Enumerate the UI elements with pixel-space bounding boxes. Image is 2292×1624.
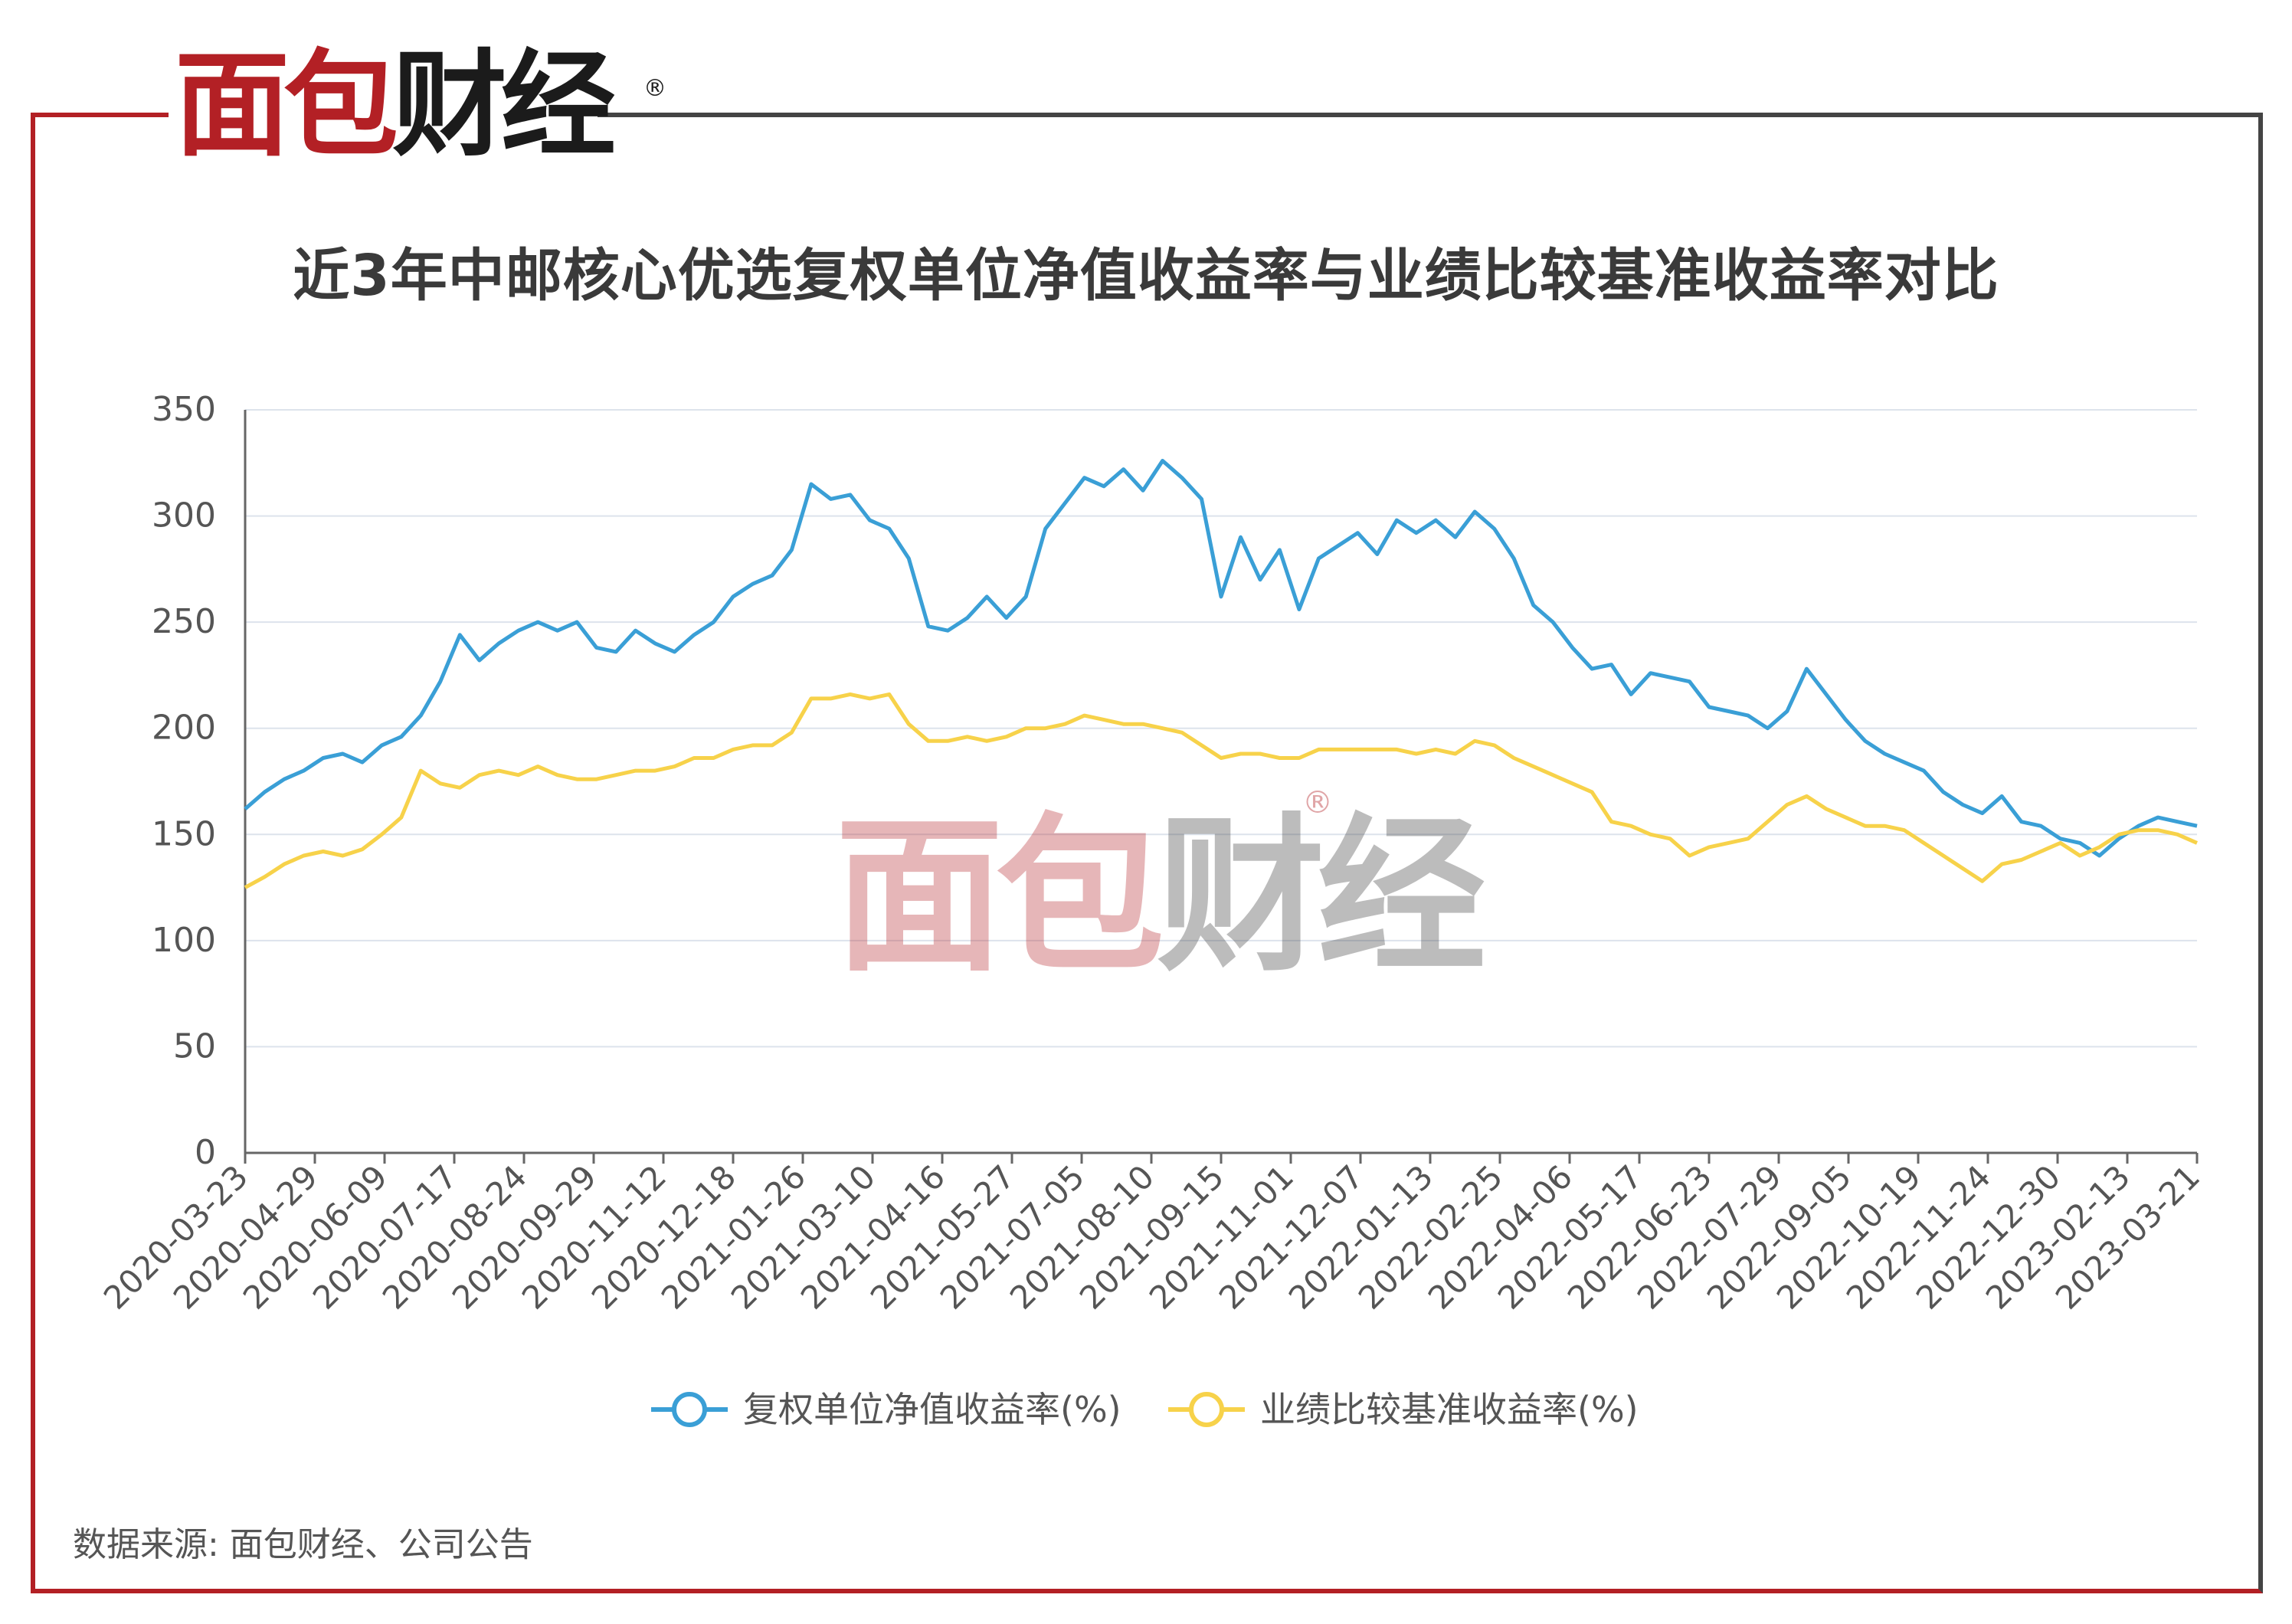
registered-mark: ®	[643, 75, 666, 102]
content-frame	[31, 115, 2263, 1593]
legend-label: 复权单位净值收益率(%)	[743, 1389, 1121, 1430]
x-axis-ticks: 2020-03-232020-04-292020-06-092020-07-17…	[97, 1153, 2207, 1317]
legend-marker	[1189, 1392, 1224, 1427]
y-tick-label: 350	[152, 390, 216, 429]
logo-red-text: 面包	[175, 39, 398, 172]
legend-label: 业绩比较基准收益率(%)	[1260, 1389, 1639, 1430]
grid-lines	[245, 409, 2197, 1048]
watermark-logo: 面包财经	[835, 804, 1486, 988]
y-tick-label: 250	[152, 602, 216, 641]
watermark-dark-text: 财经	[1157, 798, 1486, 994]
legend: 复权单位净值收益率(%) 业绩比较基准收益率(%)	[651, 1389, 1639, 1430]
watermark-registered-mark: ®	[1302, 785, 1333, 820]
y-axis-ticks: 0 50 100 150 200 250 300 350	[152, 390, 216, 1172]
axes	[244, 410, 2197, 1154]
series-lines	[244, 459, 2198, 889]
y-tick-label: 300	[152, 496, 216, 535]
y-tick-label: 100	[152, 921, 216, 960]
chart-title: 近3年中邮核心优选复权单位净值收益率与业绩比较基准收益率对比	[293, 243, 1999, 309]
legend-marker	[672, 1392, 707, 1427]
header-rule-dark	[598, 113, 2263, 117]
y-tick-label: 150	[152, 814, 216, 853]
y-tick-label: 50	[173, 1026, 216, 1066]
watermark-red-text: 面包	[835, 798, 1164, 994]
y-tick-label: 200	[152, 709, 216, 748]
series-line-benchmark-return	[244, 692, 2198, 889]
y-tick-label: 0	[195, 1133, 216, 1172]
header-rule-red	[31, 113, 169, 117]
legend-item-nav-return: 复权单位净值收益率(%)	[651, 1389, 1121, 1430]
source-note: 数据来源: 面包财经、公司公告	[73, 1525, 533, 1564]
series-line-nav-return	[244, 459, 2198, 858]
legend-item-benchmark-return: 业绩比较基准收益率(%)	[1168, 1389, 1639, 1430]
brand-logo: 面包财经 ®	[175, 44, 666, 167]
logo-dark-text: 财经	[392, 39, 616, 172]
